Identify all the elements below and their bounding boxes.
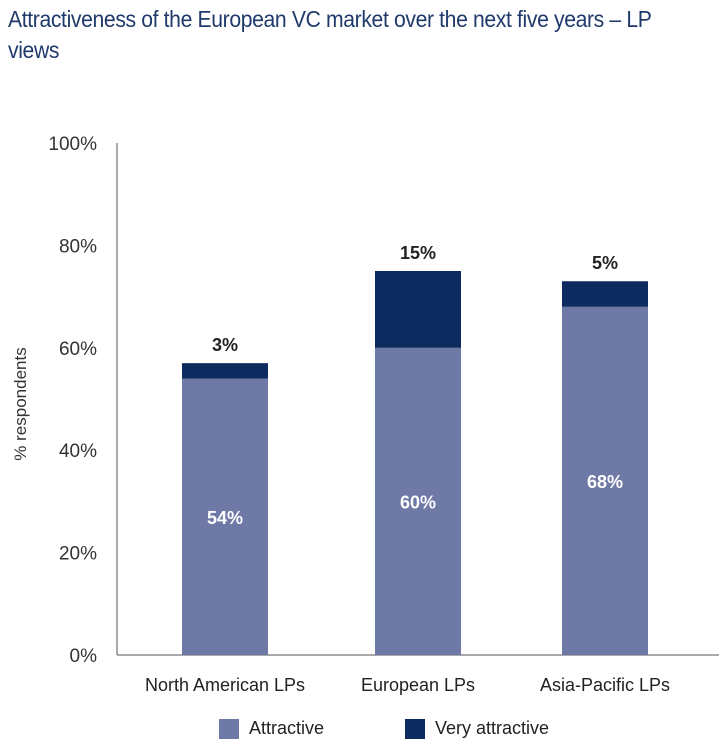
- y-tick-label: 0%: [70, 646, 98, 667]
- bar-attractive: [562, 306, 648, 655]
- x-tick-label: North American LPs: [145, 675, 305, 695]
- legend-item-very-attractive: Very attractive: [405, 718, 549, 739]
- legend-swatch-attractive: [219, 718, 239, 739]
- legend-item-attractive: Attractive: [219, 718, 324, 739]
- x-tick-label: European LPs: [361, 675, 475, 695]
- data-label: 60%: [400, 492, 436, 512]
- bar-attractive: [182, 378, 268, 655]
- data-label: 15%: [400, 243, 436, 263]
- data-label: 3%: [212, 335, 238, 355]
- y-tick-label: 60%: [59, 339, 97, 360]
- y-axis-label: % respondents: [11, 347, 30, 460]
- axes: 0% 20% 40% 60% 80% 100% % respondents North Ame…: [11, 134, 719, 695]
- data-label: 54%: [207, 508, 243, 528]
- data-labels: 54% 3% 60% 15% 68% 5%: [207, 243, 623, 528]
- legend-swatch-very-attractive: [405, 718, 425, 739]
- bar-attractive: [375, 347, 461, 655]
- data-label: 5%: [592, 253, 618, 273]
- legend-label-attractive: Attractive: [249, 718, 325, 738]
- y-tick-label: 20%: [59, 544, 97, 565]
- y-tick-label: 40%: [59, 441, 97, 462]
- bars: [182, 271, 648, 655]
- bar-very-attractive: [182, 363, 268, 379]
- bar-very-attractive: [562, 281, 648, 307]
- y-tick-label: 80%: [59, 236, 97, 257]
- y-tick-label: 100%: [48, 134, 97, 155]
- data-label: 68%: [587, 472, 623, 492]
- x-tick-label: Asia-Pacific LPs: [540, 675, 670, 695]
- chart-title: Attractiveness of the European VC market…: [8, 6, 652, 63]
- bar-very-attractive: [375, 271, 461, 348]
- legend-label-very-attractive: Very attractive: [435, 718, 550, 738]
